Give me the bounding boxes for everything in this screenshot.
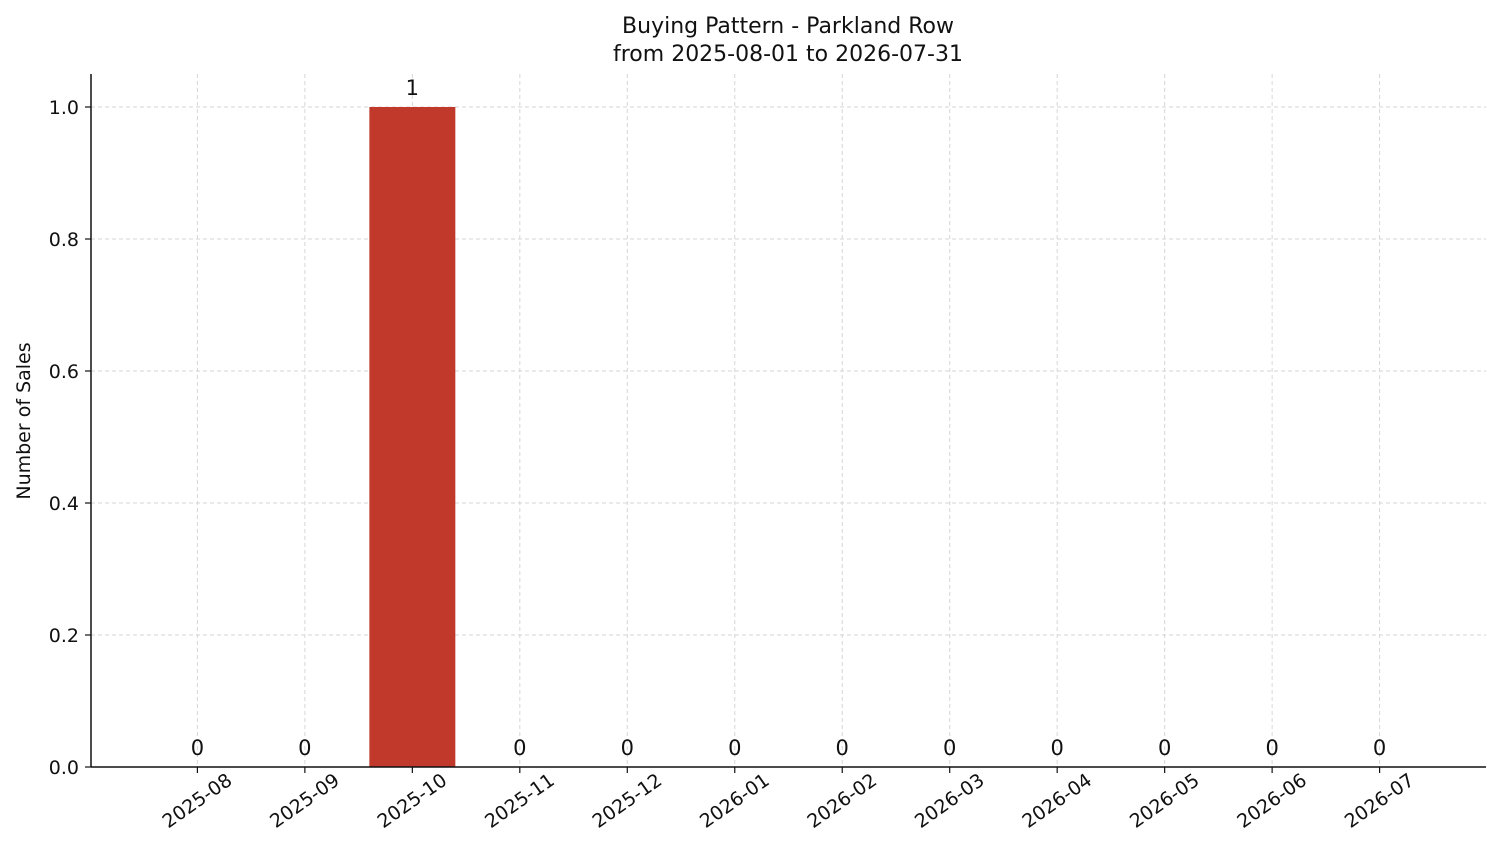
x-tick-label: 2026-05 <box>1126 769 1204 833</box>
chart-subtitle: from 2025-08-01 to 2026-07-31 <box>613 42 963 67</box>
x-tick-label: 2025-09 <box>266 769 344 833</box>
y-axis-label: Number of Sales <box>13 342 35 499</box>
value-label: 0 <box>1265 736 1278 760</box>
x-tick-label: 2025-08 <box>159 769 237 833</box>
value-label: 0 <box>1050 736 1063 760</box>
x-tick-label: 2026-03 <box>911 769 989 833</box>
value-label: 0 <box>513 736 526 760</box>
x-tick-label: 2025-12 <box>588 769 666 833</box>
x-tick-label: 2025-10 <box>374 769 452 833</box>
value-label: 0 <box>1158 736 1171 760</box>
y-tick-label: 0.6 <box>49 361 79 383</box>
x-tick-label: 2026-04 <box>1018 769 1096 833</box>
value-label: 0 <box>298 736 311 760</box>
value-label: 1 <box>406 76 419 100</box>
y-tick-label: 0.2 <box>49 625 79 647</box>
y-tick-label: 0.4 <box>49 493 79 515</box>
x-tick-label: 2026-06 <box>1233 769 1311 833</box>
value-label: 0 <box>191 736 204 760</box>
value-label: 0 <box>1373 736 1386 760</box>
value-label: 0 <box>836 736 849 760</box>
value-label: 0 <box>728 736 741 760</box>
value-label: 0 <box>943 736 956 760</box>
x-tick-label: 2025-11 <box>481 769 559 833</box>
chart-title: Buying Pattern - Parkland Row <box>622 14 954 39</box>
bar <box>369 107 456 767</box>
x-tick-label: 2026-01 <box>696 769 774 833</box>
y-tick-label: 0.8 <box>49 229 79 251</box>
y-tick-label: 0.0 <box>49 757 79 779</box>
x-tick-label: 2026-02 <box>803 769 881 833</box>
x-tick-label: 2026-07 <box>1341 769 1419 833</box>
value-label: 0 <box>621 736 634 760</box>
y-tick-label: 1.0 <box>49 97 79 119</box>
